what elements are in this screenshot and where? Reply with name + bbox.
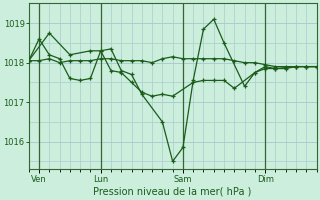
X-axis label: Pression niveau de la mer( hPa ): Pression niveau de la mer( hPa ) — [93, 187, 252, 197]
